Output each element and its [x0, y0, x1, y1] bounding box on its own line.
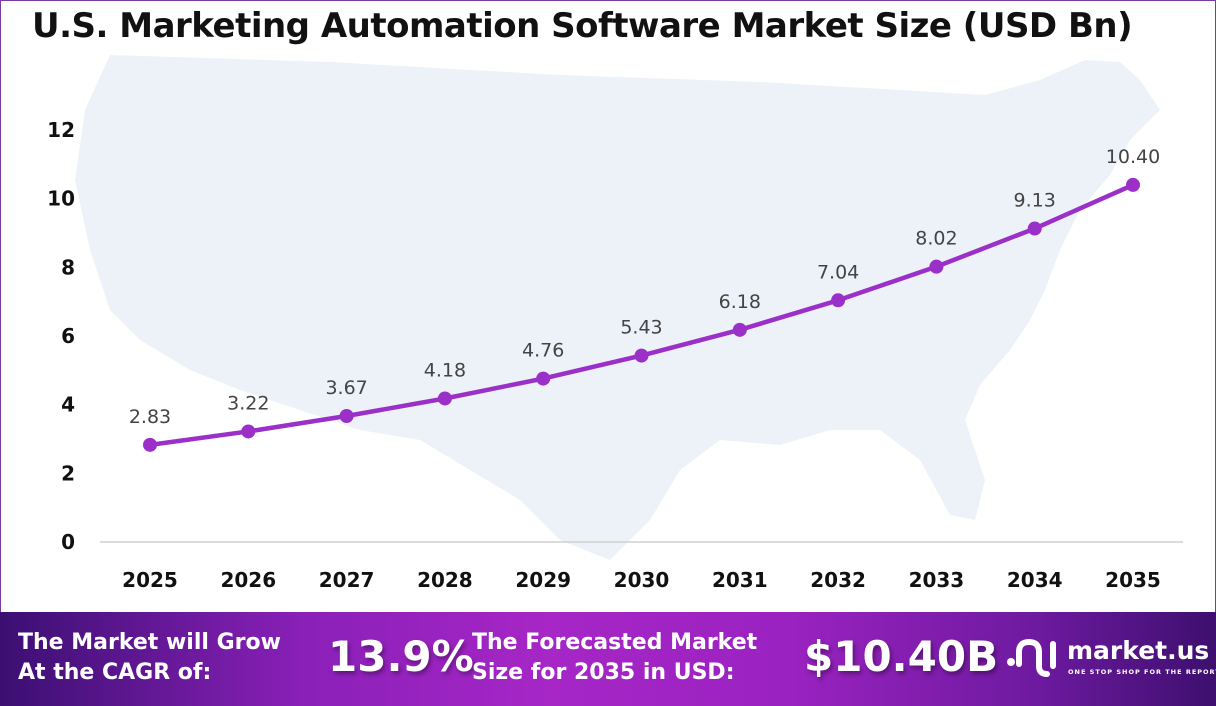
x-tick-label: 2026 — [220, 568, 276, 592]
footer-banner: The Market will Grow At the CAGR of: 13.… — [0, 612, 1216, 706]
cagr-label-line1: The Market will Grow — [18, 630, 281, 655]
data-label: 10.40 — [1106, 146, 1160, 168]
y-tick-label: 0 — [61, 530, 75, 554]
data-label: 4.18 — [424, 359, 466, 381]
x-tick-label: 2031 — [712, 568, 768, 592]
x-tick-label: 2030 — [614, 568, 670, 592]
x-tick-label: 2027 — [319, 568, 375, 592]
line-chart: 0 2 4 6 8 10 12 2025 2026 2027 2028 2029 2030 2031 20… — [47, 55, 1183, 592]
data-point — [536, 371, 551, 386]
market-us-logo: market.us ONE STOP SHOP FOR THE REPORTS — [1005, 634, 1216, 682]
y-tick-label: 6 — [61, 324, 75, 348]
data-label: 4.76 — [522, 340, 564, 362]
data-point — [241, 424, 256, 439]
cagr-label-line2: At the CAGR of: — [18, 660, 212, 685]
data-point — [143, 437, 157, 452]
y-tick-label: 8 — [61, 255, 75, 279]
data-label: 9.13 — [1014, 190, 1056, 212]
x-tick-label: 2033 — [909, 568, 965, 592]
chart-title: U.S. Marketing Automation Software Marke… — [32, 6, 1133, 46]
x-tick-label: 2025 — [122, 568, 178, 592]
logo-mark-icon — [1007, 638, 1056, 677]
data-label: 7.04 — [817, 261, 859, 283]
x-tick-label: 2028 — [417, 568, 473, 592]
y-tick-label: 12 — [47, 118, 75, 142]
logo-name: market.us — [1067, 636, 1210, 665]
data-label: 8.02 — [915, 228, 957, 250]
x-tick-label: 2029 — [515, 568, 571, 592]
data-point — [732, 322, 747, 337]
data-label: 2.83 — [129, 406, 171, 428]
y-tick-label: 4 — [61, 393, 75, 417]
data-point — [437, 391, 452, 406]
data-point — [831, 293, 846, 308]
x-tick-label: 2034 — [1007, 568, 1063, 592]
y-tick-label: 10 — [47, 187, 75, 211]
us-map-background — [75, 55, 1160, 560]
data-point — [1126, 177, 1140, 192]
data-label: 6.18 — [719, 291, 761, 313]
data-point — [339, 408, 354, 423]
x-tick-label: 2032 — [810, 568, 866, 592]
data-label: 3.67 — [325, 377, 367, 399]
cagr-value: 13.9% — [328, 632, 474, 681]
y-tick-label: 2 — [61, 461, 75, 485]
forecast-value: $10.40B — [804, 632, 999, 681]
data-point — [929, 259, 944, 274]
data-point — [634, 348, 649, 363]
data-point — [1027, 221, 1042, 236]
data-label: 3.22 — [227, 392, 269, 414]
x-tick-label: 2035 — [1105, 568, 1161, 592]
logo-tagline: ONE STOP SHOP FOR THE REPORTS — [1068, 668, 1216, 676]
forecast-label-line1: The Forecasted Market — [472, 630, 758, 655]
data-label: 5.43 — [620, 317, 662, 339]
forecast-label-line2: Size for 2035 in USD: — [472, 660, 735, 685]
